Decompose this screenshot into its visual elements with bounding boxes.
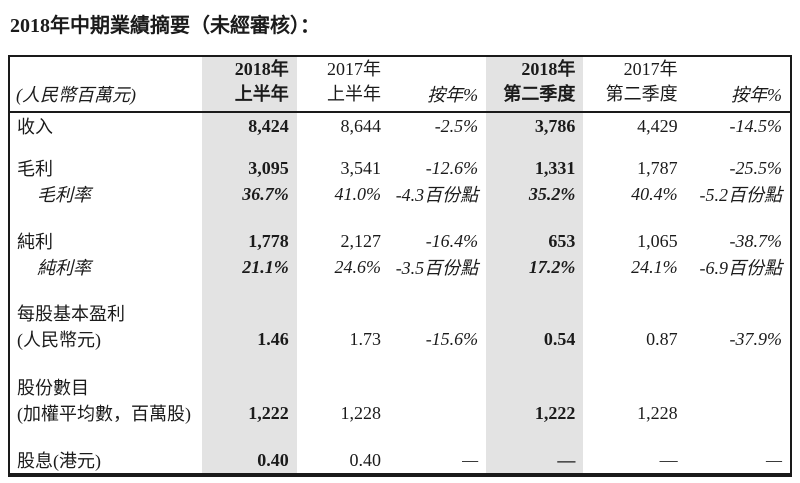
row-label: 毛利率 [37, 185, 91, 205]
cell-2017-h1: 3,541 [340, 157, 381, 178]
cell-2017-h1: 8,644 [340, 115, 381, 136]
table-row-eps-values: (人民幣元) 1.46 1.73 -15.6% 0.54 0.87 -37.9% [9, 326, 791, 352]
cell-yoy-q2: — [765, 449, 782, 470]
cell-yoy-q2 [686, 400, 791, 426]
table-row-shares-label: 股份數目 [9, 374, 791, 400]
cell-yoy-h1: -15.6% [425, 328, 479, 349]
page-title: 2018年中期業績摘要（未經審核）： [10, 15, 320, 37]
cell-2018-h1: 8,424 [248, 115, 289, 136]
row-label: 每股基本盈利 [17, 304, 125, 324]
table-row-net-profit: 純利 1,778 2,127 -16.4% 653 1,065 -38.7% [9, 228, 791, 254]
cell-2017-h1: 2,127 [340, 230, 381, 251]
cell-yoy-q2: -37.9% [729, 328, 783, 349]
table-row-revenue: 收入 8,424 8,644 -2.5% 3,786 4,429 -14.5% [9, 112, 791, 139]
row-label: 股息(港元) [17, 451, 101, 471]
spacer-row [9, 426, 791, 447]
col-header-yoy-q2: 按年% [685, 56, 791, 113]
cell-2018-q2: 0.54 [543, 328, 576, 349]
col-header-line: 上半年 [326, 84, 381, 104]
cell-2018-q2: 1,331 [534, 157, 576, 178]
cell-2018-h1: 36.7% [242, 183, 289, 204]
cell-2017-h1: 41.0% [334, 183, 381, 204]
col-header-line: 第二季度 [503, 84, 576, 104]
col-header-2018-q2: 2018年 第二季度 [486, 56, 584, 113]
cell-2018-q2: 3,786 [534, 115, 576, 136]
spacer-row [9, 280, 791, 300]
spacer-row [9, 207, 791, 228]
col-header-line: 2018年 [234, 59, 289, 79]
cell-2017-q2: 24.1% [631, 256, 678, 277]
cell-2017-q2: 4,429 [637, 115, 678, 136]
col-header-line: 第二季度 [605, 84, 678, 104]
row-label: (人民幣元) [17, 330, 101, 350]
col-header-2017-h1: 2017年 上半年 [296, 56, 389, 113]
cell-yoy-q2: -5.2百份點 [699, 185, 783, 205]
cell-yoy-q2: -38.7% [729, 230, 783, 251]
cell-2018-h1: 0.40 [257, 449, 289, 470]
cell-2017-h1: 0.40 [349, 449, 381, 470]
cell-2018-h1: 1.46 [257, 328, 289, 349]
cell-2017-q2: 1,787 [637, 157, 678, 178]
cell-2018-q2: 1,222 [534, 402, 576, 423]
cell-yoy-h1: -4.3百份點 [395, 185, 479, 205]
table-row-gross-profit: 毛利 3,095 3,541 -12.6% 1,331 1,787 -25.5% [9, 155, 791, 181]
cell-2018-h1: 21.1% [242, 256, 289, 277]
row-label: (加權平均數，百萬股) [17, 404, 191, 424]
table-row-shares-values: (加權平均數，百萬股) 1,222 1,228 1,222 1,228 [9, 400, 791, 426]
cell-2017-h1: 1.73 [349, 328, 381, 349]
spacer-row [9, 139, 791, 155]
cell-yoy-h1: -2.5% [434, 115, 479, 136]
cell-yoy-h1 [389, 400, 486, 426]
row-label: 股份數目 [17, 378, 89, 398]
cell-2018-q2: 653 [548, 230, 576, 251]
cell-yoy-q2: -6.9百份點 [699, 258, 783, 278]
cell-2018-h1: 1,222 [248, 402, 289, 423]
cell-2017-h1: 24.6% [334, 256, 381, 277]
row-label: 純利 [17, 232, 53, 252]
cell-2017-q2: 1,065 [637, 230, 678, 251]
row-label: 純利率 [37, 258, 91, 278]
cell-2018-q2: — [557, 449, 576, 470]
cell-2017-h1: 1,228 [340, 402, 381, 423]
cell-yoy-q2: -25.5% [729, 157, 783, 178]
cell-2017-q2: — [659, 449, 678, 470]
cell-yoy-h1: -16.4% [425, 230, 479, 251]
row-label: 收入 [17, 117, 53, 137]
table-row-net-margin: 純利率 21.1% 24.6% -3.5百份點 17.2% 24.1% -6.9… [9, 254, 791, 280]
col-header-line: 2018年 [521, 59, 576, 79]
col-header-line: 2017年 [326, 59, 381, 79]
col-header-2018-h1: 2018年 上半年 [202, 56, 297, 113]
table-row-gross-margin: 毛利率 36.7% 41.0% -4.3百份點 35.2% 40.4% -5.2… [9, 181, 791, 207]
cell-yoy-h1: — [462, 449, 479, 470]
cell-2017-q2: 40.4% [631, 183, 678, 204]
results-table: (人民幣百萬元) 2018年 上半年 2017年 上半年 按年% 2018年 第… [8, 55, 792, 477]
cell-2018-h1: 3,095 [248, 157, 289, 178]
table-row-eps-label: 每股基本盈利 [9, 300, 791, 326]
table-row-dividend: 股息(港元) 0.40 0.40 — — — — [9, 447, 791, 475]
cell-2017-q2: 1,228 [637, 402, 678, 423]
row-label: 毛利 [17, 159, 53, 179]
cell-yoy-h1: -12.6% [425, 157, 479, 178]
col-header-line: 上半年 [234, 84, 289, 104]
col-header-line: 2017年 [623, 59, 678, 79]
header-row: (人民幣百萬元) 2018年 上半年 2017年 上半年 按年% 2018年 第… [9, 56, 791, 113]
unit-header: (人民幣百萬元) [9, 56, 203, 113]
spacer-row [9, 352, 791, 374]
cell-yoy-h1: -3.5百份點 [395, 258, 479, 278]
cell-2018-q2: 35.2% [528, 183, 576, 204]
col-header-2017-q2: 2017年 第二季度 [583, 56, 686, 113]
col-header-yoy-h1: 按年% [388, 56, 487, 113]
cell-2017-q2: 0.87 [646, 328, 678, 349]
cell-yoy-q2: -14.5% [729, 115, 783, 136]
cell-2018-q2: 17.2% [528, 256, 576, 277]
cell-2018-h1: 1,778 [248, 230, 289, 251]
